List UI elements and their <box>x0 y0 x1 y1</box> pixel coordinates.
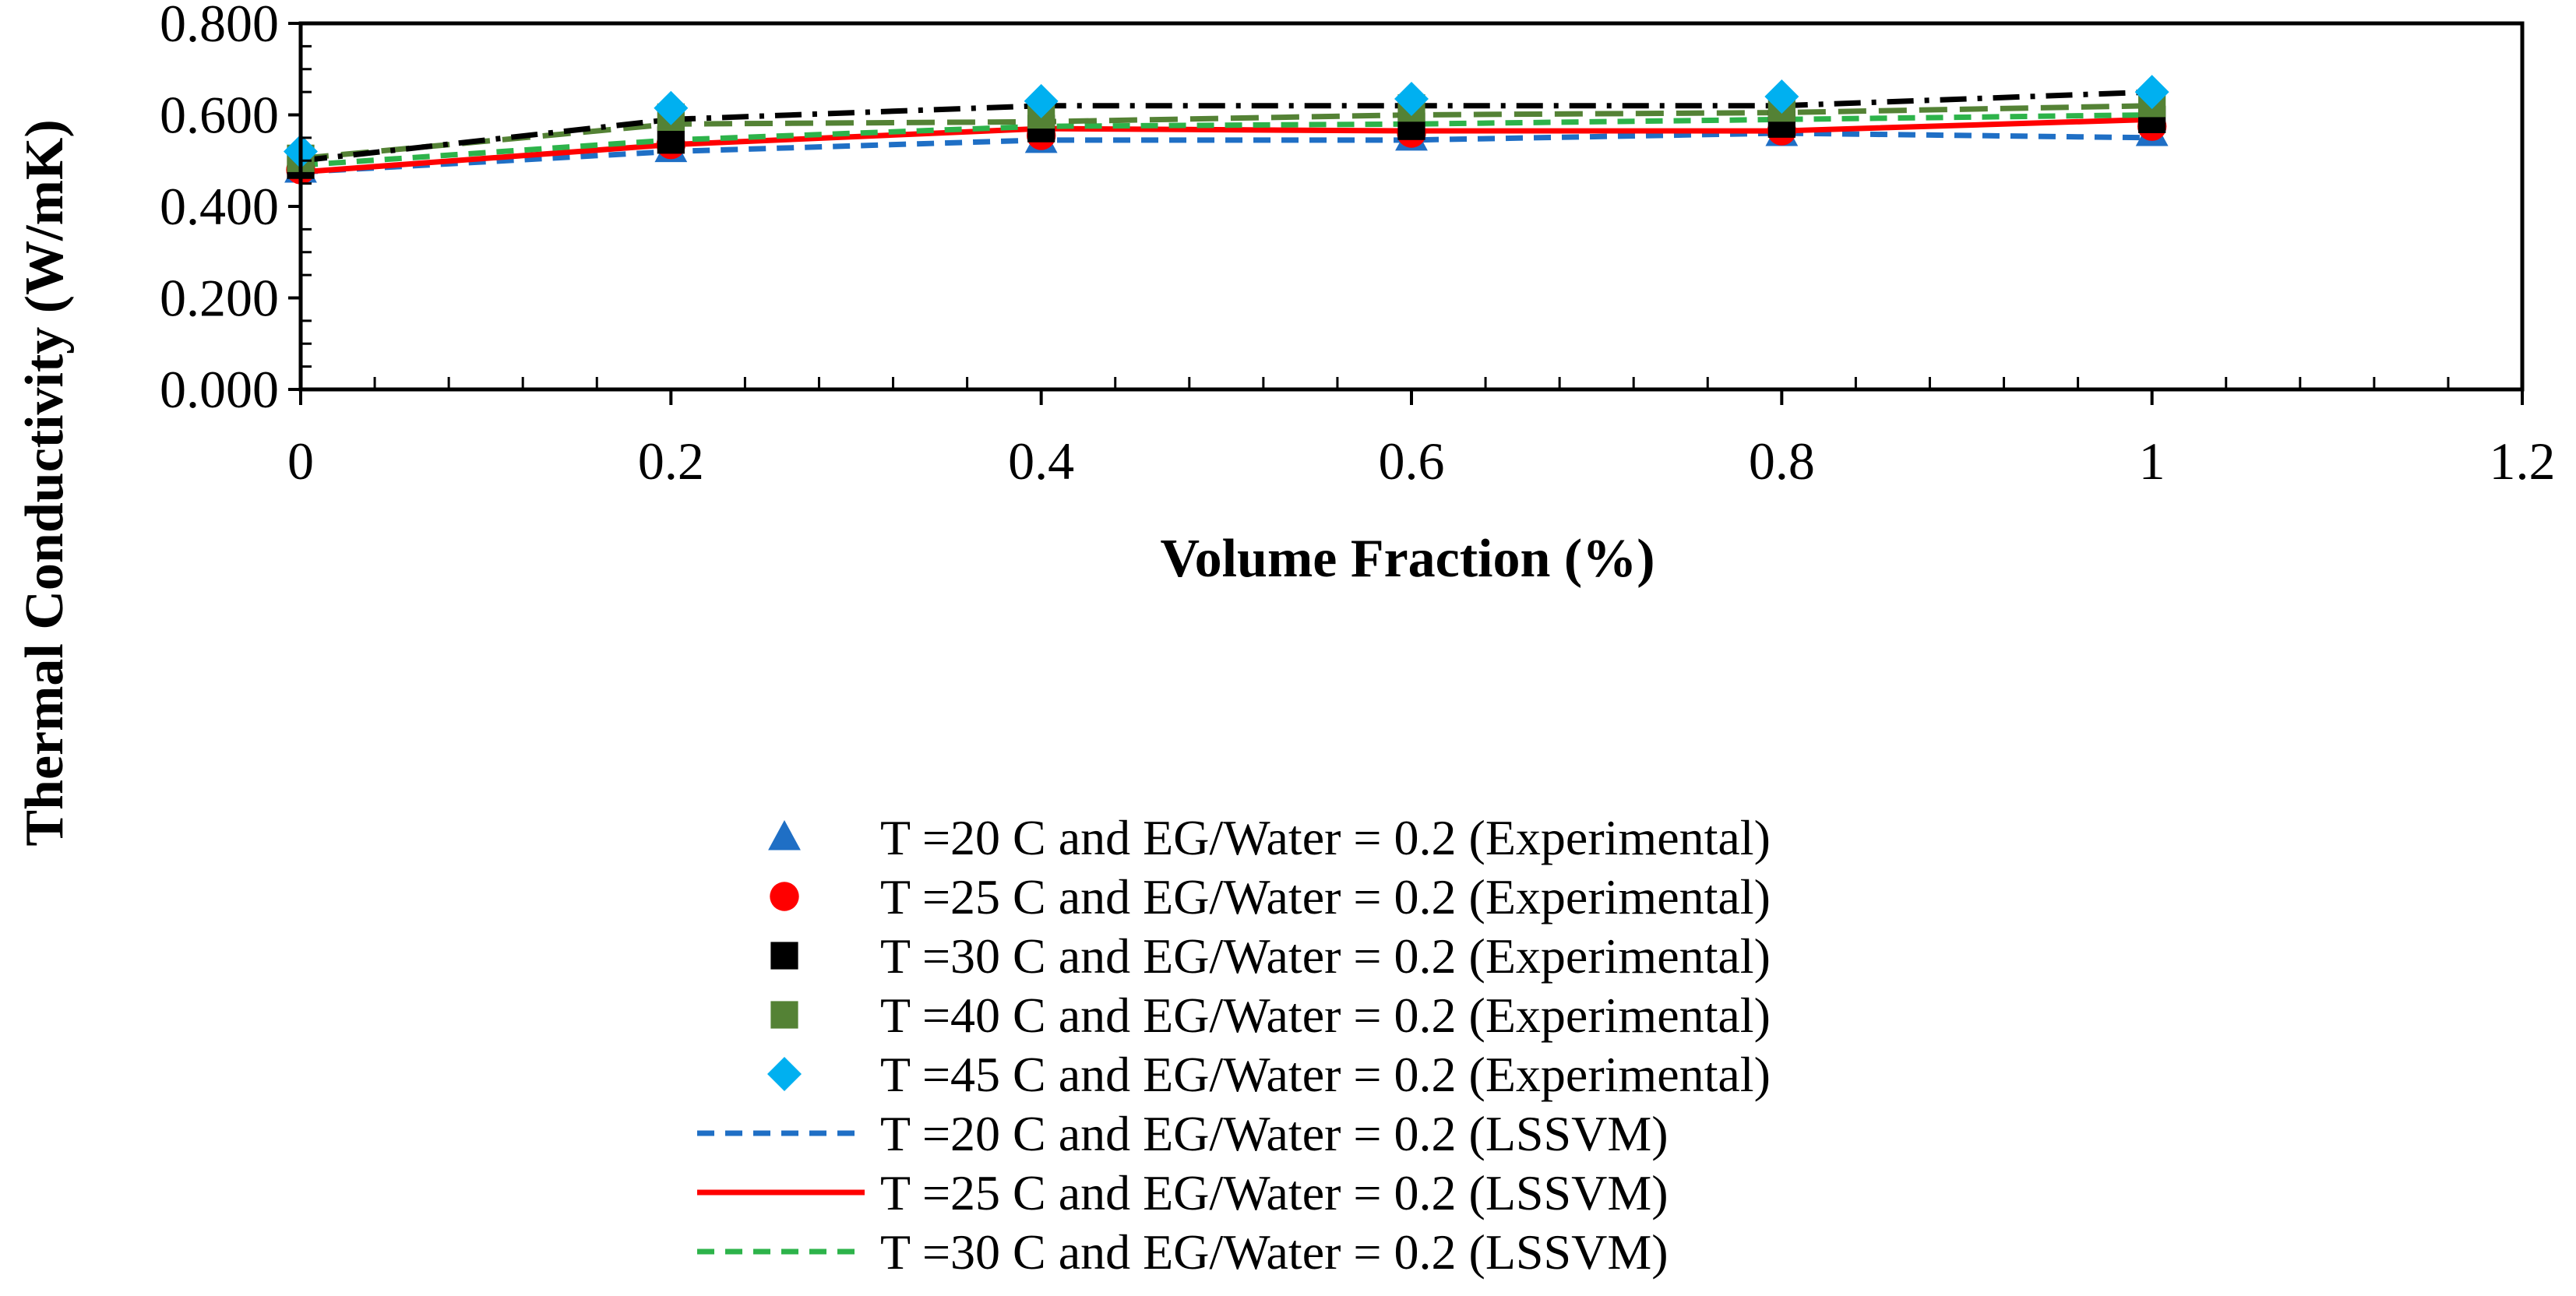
legend-label: T =25 C and EG/Water = 0.2 (LSSVM) <box>880 1165 1669 1220</box>
x-tick-label: 0.6 <box>1379 431 1445 491</box>
data-point <box>2134 75 2169 110</box>
series-layer <box>284 75 2169 185</box>
y-tick-label: 0.400 <box>160 177 279 236</box>
plot-frame <box>298 21 2525 392</box>
legend-label: T =30 C and EG/Water = 0.2 (LSSVM) <box>880 1224 1669 1280</box>
series-line <box>300 112 2152 168</box>
legend-marker <box>767 1057 802 1091</box>
data-point <box>654 90 689 125</box>
axes: 0 0.2 0.4 0.6 0.8 1 1.2 0.000 0.200 0.400 0.600 0.8… <box>160 0 2556 491</box>
y-tick-label: 0.800 <box>160 0 279 53</box>
y-tick-label: 0.600 <box>160 86 279 145</box>
data-point <box>657 126 685 154</box>
x-tick-label: 0.8 <box>1749 431 1815 491</box>
legend-label: T =20 C and EG/Water = 0.2 (Experimental… <box>880 810 1771 865</box>
data-point <box>1394 81 1429 116</box>
legend-label: T =40 C and EG/Water = 0.2 (Experimental… <box>880 988 1771 1043</box>
legend-label: T =20 C and EG/Water = 0.2 (LSSVM) <box>880 1106 1669 1161</box>
series-line <box>300 89 2152 164</box>
legend-label: T =25 C and EG/Water = 0.2 (Experimental… <box>880 869 1771 924</box>
x-tick-label: 0.4 <box>1008 431 1074 491</box>
data-point <box>1024 83 1059 118</box>
x-axis-title: Volume Fraction (%) <box>1160 529 1654 589</box>
y-tick-label: 0.200 <box>160 269 279 328</box>
x-tick-label: 0 <box>287 431 314 491</box>
x-tick-label: 0.2 <box>638 431 704 491</box>
x-tick-label: 1 <box>2139 431 2165 491</box>
x-tick-label: 1.2 <box>2490 431 2556 491</box>
data-point <box>1764 79 1799 114</box>
legend-marker <box>770 942 798 970</box>
y-axis-title: Thermal Conductivity (W/mK) <box>15 119 75 846</box>
series-line <box>300 130 2152 175</box>
series-line <box>300 103 2152 161</box>
legend-marker <box>770 1001 798 1029</box>
legend-label: T =30 C and EG/Water = 0.2 (Experimental… <box>880 928 1771 984</box>
series-line <box>300 116 2152 175</box>
y-tick-label: 0.000 <box>160 360 279 419</box>
legend-marker <box>768 820 801 850</box>
legend-label: T =45 C and EG/Water = 0.2 (Experimental… <box>880 1047 1771 1102</box>
legend: T =20 C and EG/Water = 0.2 (Experimental… <box>697 810 1771 1280</box>
legend-marker <box>770 882 799 911</box>
